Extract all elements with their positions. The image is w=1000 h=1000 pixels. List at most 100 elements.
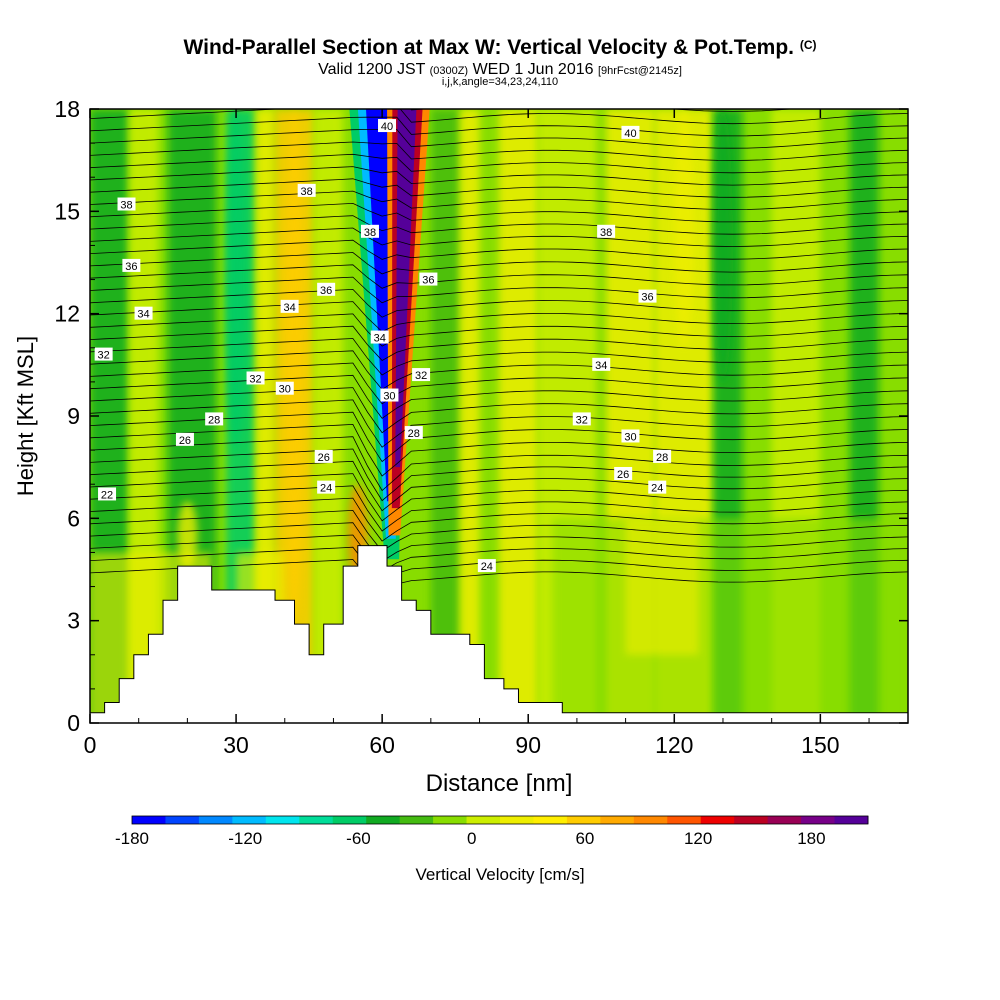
contour-label-box — [94, 347, 113, 361]
contour-label-38: 38 — [297, 183, 316, 198]
contour-label-box — [370, 330, 389, 344]
theta-isoline-8 — [90, 460, 908, 512]
contour-label-text: 36 — [641, 292, 653, 304]
colorbar-swatch — [433, 816, 468, 824]
contour-label-box — [412, 368, 431, 382]
theta-isoline-29 — [90, 202, 908, 223]
contour-label-box — [317, 282, 336, 296]
contour-label-box — [122, 258, 141, 272]
updraft-core — [395, 109, 417, 468]
contour-label-text: 32 — [576, 414, 588, 426]
contour-label-text: 26 — [179, 435, 191, 447]
theta-isoline-24 — [90, 264, 908, 289]
contour-label-text: 38 — [600, 227, 612, 239]
terrain — [89, 545, 909, 724]
theta-isoline-14 — [90, 387, 908, 434]
theta-isoline-2 — [90, 534, 908, 572]
contour-label-box — [404, 426, 423, 440]
contour-label-36: 36 — [638, 289, 657, 304]
colorbar-swatch — [533, 816, 568, 824]
x-tick-label: 0 — [84, 732, 97, 758]
colorbar-swatch — [265, 816, 300, 824]
theta-isoline-22 — [90, 288, 908, 318]
theta-isoline-7 — [90, 473, 908, 522]
title-copyright: (C) — [799, 38, 817, 52]
colorbar-tick-label: 180 — [797, 829, 825, 848]
theta-isoline-34 — [90, 141, 908, 161]
subtitle-date: WED 1 Jun 2016 — [472, 61, 594, 78]
contour-label-text: 40 — [624, 128, 636, 140]
contour-label-text: 36 — [320, 285, 332, 297]
y-axis-label: Height [Kft MSL] — [13, 336, 38, 496]
theta-isoline-38 — [410, 109, 797, 112]
contour-label-box — [317, 480, 336, 494]
colorbar-swatch — [466, 816, 501, 824]
theta-isoline-31 — [90, 178, 908, 198]
theta-isoline-35 — [90, 129, 908, 149]
theta-isoline-15 — [90, 374, 908, 419]
contour-label-34: 34 — [280, 299, 299, 314]
contour-label-text: 32 — [98, 350, 110, 362]
colorbar-swatch — [366, 816, 401, 824]
title-main: Wind-Parallel Section at Max W: Vertical… — [183, 36, 794, 59]
contour-label-text: 36 — [125, 261, 137, 273]
velocity-patch-1 — [552, 518, 908, 723]
contour-label-26: 26 — [314, 449, 333, 464]
theta-isoline-33 — [90, 153, 908, 174]
y-tick-label: 18 — [54, 96, 80, 122]
velocity-patch-3 — [625, 518, 699, 655]
contour-label-box — [592, 357, 611, 371]
contour-label-box — [378, 119, 397, 133]
colorbar-tick-label: -120 — [228, 829, 262, 848]
velocity-band-7 — [430, 109, 461, 723]
theta-isoline-1 — [90, 546, 908, 583]
x-tick-label: 120 — [655, 732, 693, 758]
velocity-feature-2 — [284, 109, 305, 621]
contour-label-box — [572, 412, 591, 426]
theta-isoline-27 — [90, 227, 908, 247]
x-tick-label: 90 — [515, 732, 541, 758]
contour-label-text: 30 — [279, 384, 291, 396]
contour-label-box — [314, 449, 333, 463]
contour-label-box — [246, 371, 265, 385]
contour-label-34: 34 — [370, 330, 389, 345]
downdraft-core — [366, 109, 395, 502]
x-tick-label: 60 — [369, 732, 395, 758]
x-tick-label: 150 — [801, 732, 839, 758]
contour-label-26: 26 — [175, 432, 194, 447]
contour-label-text: 30 — [624, 431, 636, 443]
contour-label-box — [98, 487, 117, 501]
velocity-band-6 — [313, 109, 344, 723]
contour-label-box — [380, 388, 399, 402]
colorbar-tick-label: -180 — [115, 829, 149, 848]
contour-label-text: 24 — [481, 561, 493, 573]
theta-isoline-11 — [90, 423, 908, 477]
theta-isoline-25 — [90, 252, 908, 275]
chart-title: Wind-Parallel Section at Max W: Vertical… — [0, 36, 1000, 60]
x-axis-label: Distance [nm] — [426, 770, 573, 797]
theta-isoline-28 — [90, 215, 908, 235]
contour-label-40: 40 — [378, 119, 397, 133]
contour-label-text: 34 — [284, 302, 296, 314]
contour-label-text: 26 — [318, 452, 330, 464]
theta-isoline-10 — [90, 436, 908, 492]
contour-label-box — [477, 559, 496, 573]
contour-label-text: 34 — [374, 333, 386, 345]
colorbar-swatch — [299, 816, 334, 824]
contour-label-24: 24 — [477, 559, 496, 573]
contour-label-40: 40 — [621, 125, 640, 140]
colorbar-swatch — [500, 816, 534, 824]
velocity-feature-6 — [226, 109, 247, 451]
contour-label-text: 38 — [301, 186, 313, 198]
contour-label-text: 38 — [120, 200, 132, 212]
contour-label-box — [638, 289, 657, 303]
contour-label-text: 24 — [651, 483, 663, 495]
y-tick-label: 6 — [67, 505, 80, 531]
contour-label-36: 36 — [419, 272, 438, 287]
contour-label-box — [597, 224, 616, 238]
contour-label-text: 38 — [364, 227, 376, 239]
theta-isoline-3 — [90, 522, 908, 562]
contour-label-box — [134, 306, 153, 320]
velocity-feature-7 — [712, 109, 733, 382]
